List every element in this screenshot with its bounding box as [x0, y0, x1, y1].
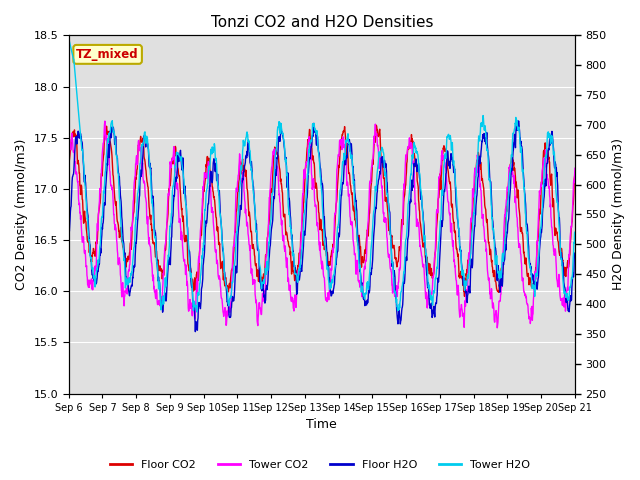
Text: TZ_mixed: TZ_mixed — [76, 48, 139, 61]
Y-axis label: H2O Density (mmol/m3): H2O Density (mmol/m3) — [612, 138, 625, 290]
Y-axis label: CO2 Density (mmol/m3): CO2 Density (mmol/m3) — [15, 139, 28, 290]
Legend: Floor CO2, Tower CO2, Floor H2O, Tower H2O: Floor CO2, Tower CO2, Floor H2O, Tower H… — [105, 456, 535, 474]
Title: Tonzi CO2 and H2O Densities: Tonzi CO2 and H2O Densities — [211, 15, 433, 30]
X-axis label: Time: Time — [307, 418, 337, 431]
